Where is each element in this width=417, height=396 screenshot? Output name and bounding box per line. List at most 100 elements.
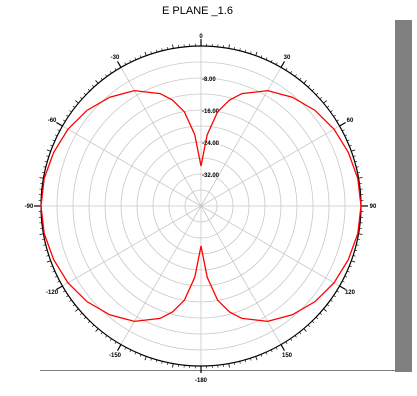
angle-tick xyxy=(166,46,169,50)
angle-label: 120 xyxy=(345,290,356,296)
angle-tick xyxy=(339,121,346,127)
angle-tick xyxy=(233,362,236,366)
angle-tick xyxy=(358,177,363,179)
grid-spoke xyxy=(200,67,282,207)
angle-tick xyxy=(342,129,345,132)
angle-label: 60 xyxy=(347,118,354,124)
angle-tick xyxy=(87,320,91,324)
angle-tick xyxy=(129,349,132,353)
angle-tick xyxy=(344,275,348,278)
angle-tick xyxy=(280,61,286,68)
angle-tick xyxy=(244,359,247,363)
grid-spoke xyxy=(200,205,282,345)
radial-label: -24.00 xyxy=(202,141,220,147)
angle-tick xyxy=(39,177,44,179)
angle-tick xyxy=(285,68,288,71)
angle-tick xyxy=(353,155,356,157)
polar-grid xyxy=(40,45,362,367)
grid-spoke xyxy=(200,125,340,207)
angle-tick xyxy=(255,356,258,361)
angle-tick xyxy=(87,88,91,92)
angle-tick xyxy=(63,290,66,293)
angle-tick xyxy=(166,362,169,366)
angle-tick xyxy=(129,59,132,63)
angle-tick xyxy=(100,77,103,81)
angle-tick xyxy=(356,244,359,246)
angle-tick xyxy=(294,74,297,77)
angle-tick xyxy=(72,304,76,307)
angle-tick xyxy=(72,105,76,108)
angle-tick xyxy=(43,166,46,168)
grid-spoke xyxy=(120,205,202,345)
angle-tick xyxy=(92,324,95,327)
angle-tick xyxy=(69,299,72,302)
chart-title: E PLANE _1.6 xyxy=(162,5,233,17)
angle-tick xyxy=(244,49,247,53)
series-layer xyxy=(40,89,362,323)
angle-tick xyxy=(161,361,163,364)
angle-tick xyxy=(75,308,79,312)
pattern-series-line xyxy=(40,89,362,323)
angle-tick xyxy=(172,44,174,49)
angle-tick xyxy=(299,331,302,335)
angle-tick xyxy=(349,144,352,147)
angle-tick xyxy=(349,265,352,268)
radial-label: -8.00 xyxy=(202,77,216,83)
angle-tick xyxy=(150,358,152,361)
angle-tick xyxy=(303,328,307,332)
angle-tick xyxy=(233,46,236,50)
angle-tick xyxy=(57,280,60,283)
angle-tick xyxy=(265,352,268,355)
angle-tick xyxy=(307,85,310,88)
angle-tick xyxy=(333,295,336,298)
side-panel xyxy=(395,20,412,372)
angle-tick xyxy=(95,328,99,332)
angle-label: -180 xyxy=(195,378,208,384)
angle-tick xyxy=(270,349,273,353)
angle-tick xyxy=(290,71,293,74)
polar-chart: 0 30 60 90 120 150 -180 -150 -120 -90 -60 -30 -8.00… xyxy=(25,34,377,384)
angle-tick xyxy=(114,68,117,71)
angle-tick xyxy=(260,354,263,357)
angle-tick xyxy=(66,295,69,298)
angle-tick xyxy=(275,62,278,65)
angle-tick xyxy=(299,77,302,81)
angle-tick xyxy=(116,61,122,68)
angle-tick xyxy=(323,100,327,104)
angle-tick xyxy=(134,352,137,355)
angle-tick xyxy=(326,105,330,108)
angle-tick xyxy=(105,335,108,338)
angle-tick xyxy=(336,119,339,122)
angle-tick xyxy=(330,110,333,113)
angle-label: -120 xyxy=(46,290,59,296)
angle-tick xyxy=(83,92,87,96)
angle-tick xyxy=(52,139,55,142)
angle-tick xyxy=(57,129,60,132)
angle-tick xyxy=(228,363,230,368)
angle-tick xyxy=(330,299,333,302)
angle-tick xyxy=(139,354,142,357)
angle-tick xyxy=(311,88,315,92)
angle-tick xyxy=(144,356,147,361)
angle-label: 150 xyxy=(282,353,293,359)
angle-tick xyxy=(41,171,45,174)
angle-tick xyxy=(356,166,359,168)
angle-tick xyxy=(41,238,45,241)
angle-tick xyxy=(255,51,258,56)
angle-tick xyxy=(43,244,46,246)
angle-tick xyxy=(56,285,63,291)
angle-tick xyxy=(351,149,356,152)
angle-tick xyxy=(311,320,315,324)
angle-tick xyxy=(339,285,346,291)
angle-tick xyxy=(326,304,330,307)
angle-tick xyxy=(150,51,152,54)
angle-tick xyxy=(319,312,322,315)
angle-tick xyxy=(260,55,263,58)
angle-label: 90 xyxy=(370,204,377,210)
angle-tick xyxy=(265,57,268,60)
angle-tick xyxy=(114,341,117,344)
angle-tick xyxy=(124,347,127,350)
angle-tick xyxy=(50,265,53,268)
radial-label: -16.00 xyxy=(202,109,220,115)
angle-label: -30 xyxy=(111,55,120,61)
